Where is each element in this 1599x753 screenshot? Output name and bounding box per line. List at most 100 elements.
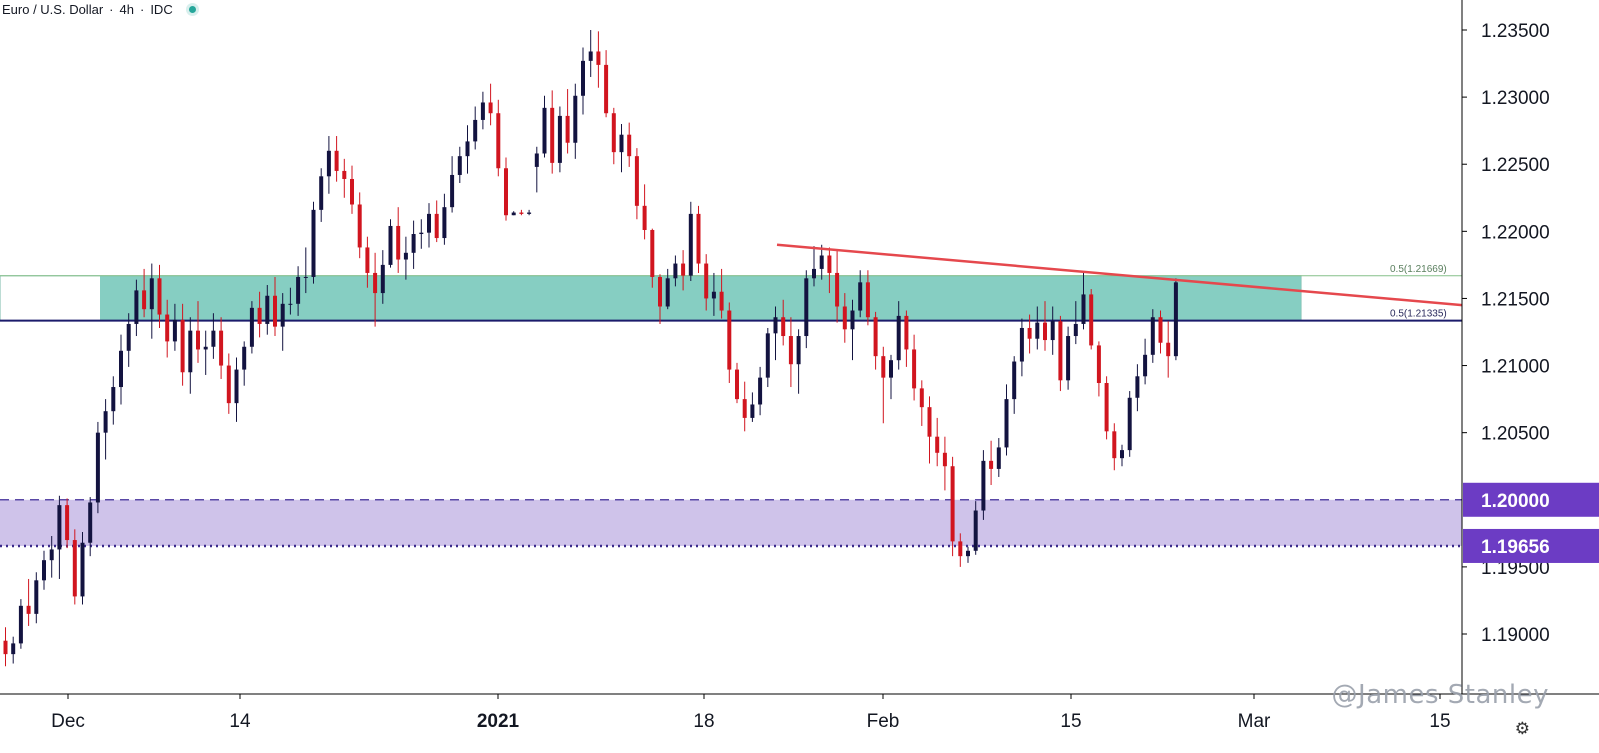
- candle: [711, 272, 716, 316]
- x-tick-label: Feb: [867, 711, 900, 732]
- candle: [419, 219, 424, 249]
- x-tick-label: Dec: [51, 711, 85, 732]
- candle: [1158, 310, 1163, 354]
- candle: [935, 417, 940, 467]
- candle: [642, 184, 647, 240]
- candle: [80, 531, 85, 605]
- candle: [65, 498, 70, 549]
- resistance-zone: [100, 275, 1301, 321]
- price-label-1-20000: 1.20000: [1481, 491, 1550, 512]
- candle: [1058, 315, 1063, 392]
- candle: [727, 302, 732, 384]
- price-badge: [1463, 482, 1599, 517]
- candle: [288, 287, 293, 315]
- candle: [326, 136, 331, 194]
- y-tick-label: 1.20500: [1481, 424, 1550, 445]
- candle: [919, 380, 924, 426]
- candle: [696, 205, 701, 273]
- candle: [835, 250, 840, 323]
- candle: [57, 495, 62, 579]
- candle: [550, 90, 555, 174]
- candle: [1027, 314, 1032, 354]
- candle: [881, 346, 886, 424]
- candle: [172, 303, 177, 351]
- interval-label[interactable]: 4h: [119, 2, 134, 17]
- candle: [719, 268, 724, 319]
- candle: [627, 122, 632, 167]
- candle: [527, 209, 532, 216]
- candle: [465, 125, 470, 174]
- symbol-name[interactable]: Euro / U.S. Dollar: [2, 2, 104, 17]
- candle: [989, 440, 994, 486]
- candle: [827, 247, 832, 294]
- candle: [142, 268, 147, 318]
- candle: [788, 317, 793, 388]
- y-tick-label: 1.21000: [1481, 357, 1550, 378]
- candle: [942, 436, 947, 491]
- candle: [519, 209, 524, 216]
- candle: [904, 310, 909, 367]
- candle: [296, 266, 301, 316]
- candle: [1166, 321, 1171, 378]
- candle: [750, 392, 755, 422]
- gear-icon[interactable]: ⚙: [1514, 719, 1530, 738]
- candle: [165, 299, 170, 358]
- data-source-label: IDC: [150, 2, 173, 17]
- support-zone: [0, 499, 1462, 546]
- candle: [42, 550, 46, 590]
- price-label-1-19656: 1.19656: [1481, 537, 1550, 558]
- candle: [157, 264, 162, 328]
- candle: [480, 91, 485, 130]
- candle: [973, 501, 978, 555]
- candle: [611, 107, 616, 165]
- candle: [688, 201, 693, 281]
- candle: [249, 301, 254, 354]
- candle: [581, 47, 585, 115]
- candle: [311, 201, 316, 284]
- candle: [634, 148, 639, 220]
- candle: [619, 123, 624, 173]
- candle: [1081, 272, 1086, 330]
- candle: [496, 99, 501, 177]
- candle: [273, 276, 277, 337]
- candle: [1012, 356, 1017, 414]
- candle: [996, 438, 1001, 477]
- candle: [319, 168, 324, 222]
- candle: [72, 529, 77, 605]
- candle: [265, 285, 270, 335]
- candle: [34, 572, 39, 624]
- candle: [773, 306, 778, 361]
- candle: [3, 627, 8, 667]
- candle: [534, 146, 539, 193]
- candle: [958, 533, 963, 567]
- y-tick-label: 1.21500: [1481, 289, 1550, 310]
- candle: [557, 106, 562, 173]
- candle: [357, 192, 362, 259]
- candle: [1043, 301, 1047, 351]
- fib-label-upper: 0.5(1.21669): [1390, 264, 1447, 275]
- candle: [219, 317, 224, 379]
- candle: [442, 193, 447, 245]
- candle: [858, 270, 863, 318]
- candle: [1143, 338, 1148, 385]
- candle: [149, 263, 154, 339]
- candle: [796, 329, 801, 394]
- candle: [504, 157, 508, 221]
- candle: [11, 636, 16, 664]
- status-dot-icon: [188, 6, 196, 13]
- candle: [257, 291, 262, 338]
- candle: [588, 30, 593, 77]
- candle: [1050, 306, 1055, 355]
- candle: [103, 399, 108, 460]
- candle: [1173, 278, 1178, 361]
- candle: [1019, 318, 1024, 377]
- y-tick-label: 1.23000: [1481, 88, 1550, 109]
- candle: [226, 353, 231, 414]
- candle: [781, 299, 786, 346]
- header-separator: ·: [109, 2, 114, 17]
- candle: [334, 136, 339, 182]
- candle: [842, 293, 847, 343]
- candle: [1112, 423, 1117, 471]
- candle: [403, 236, 408, 280]
